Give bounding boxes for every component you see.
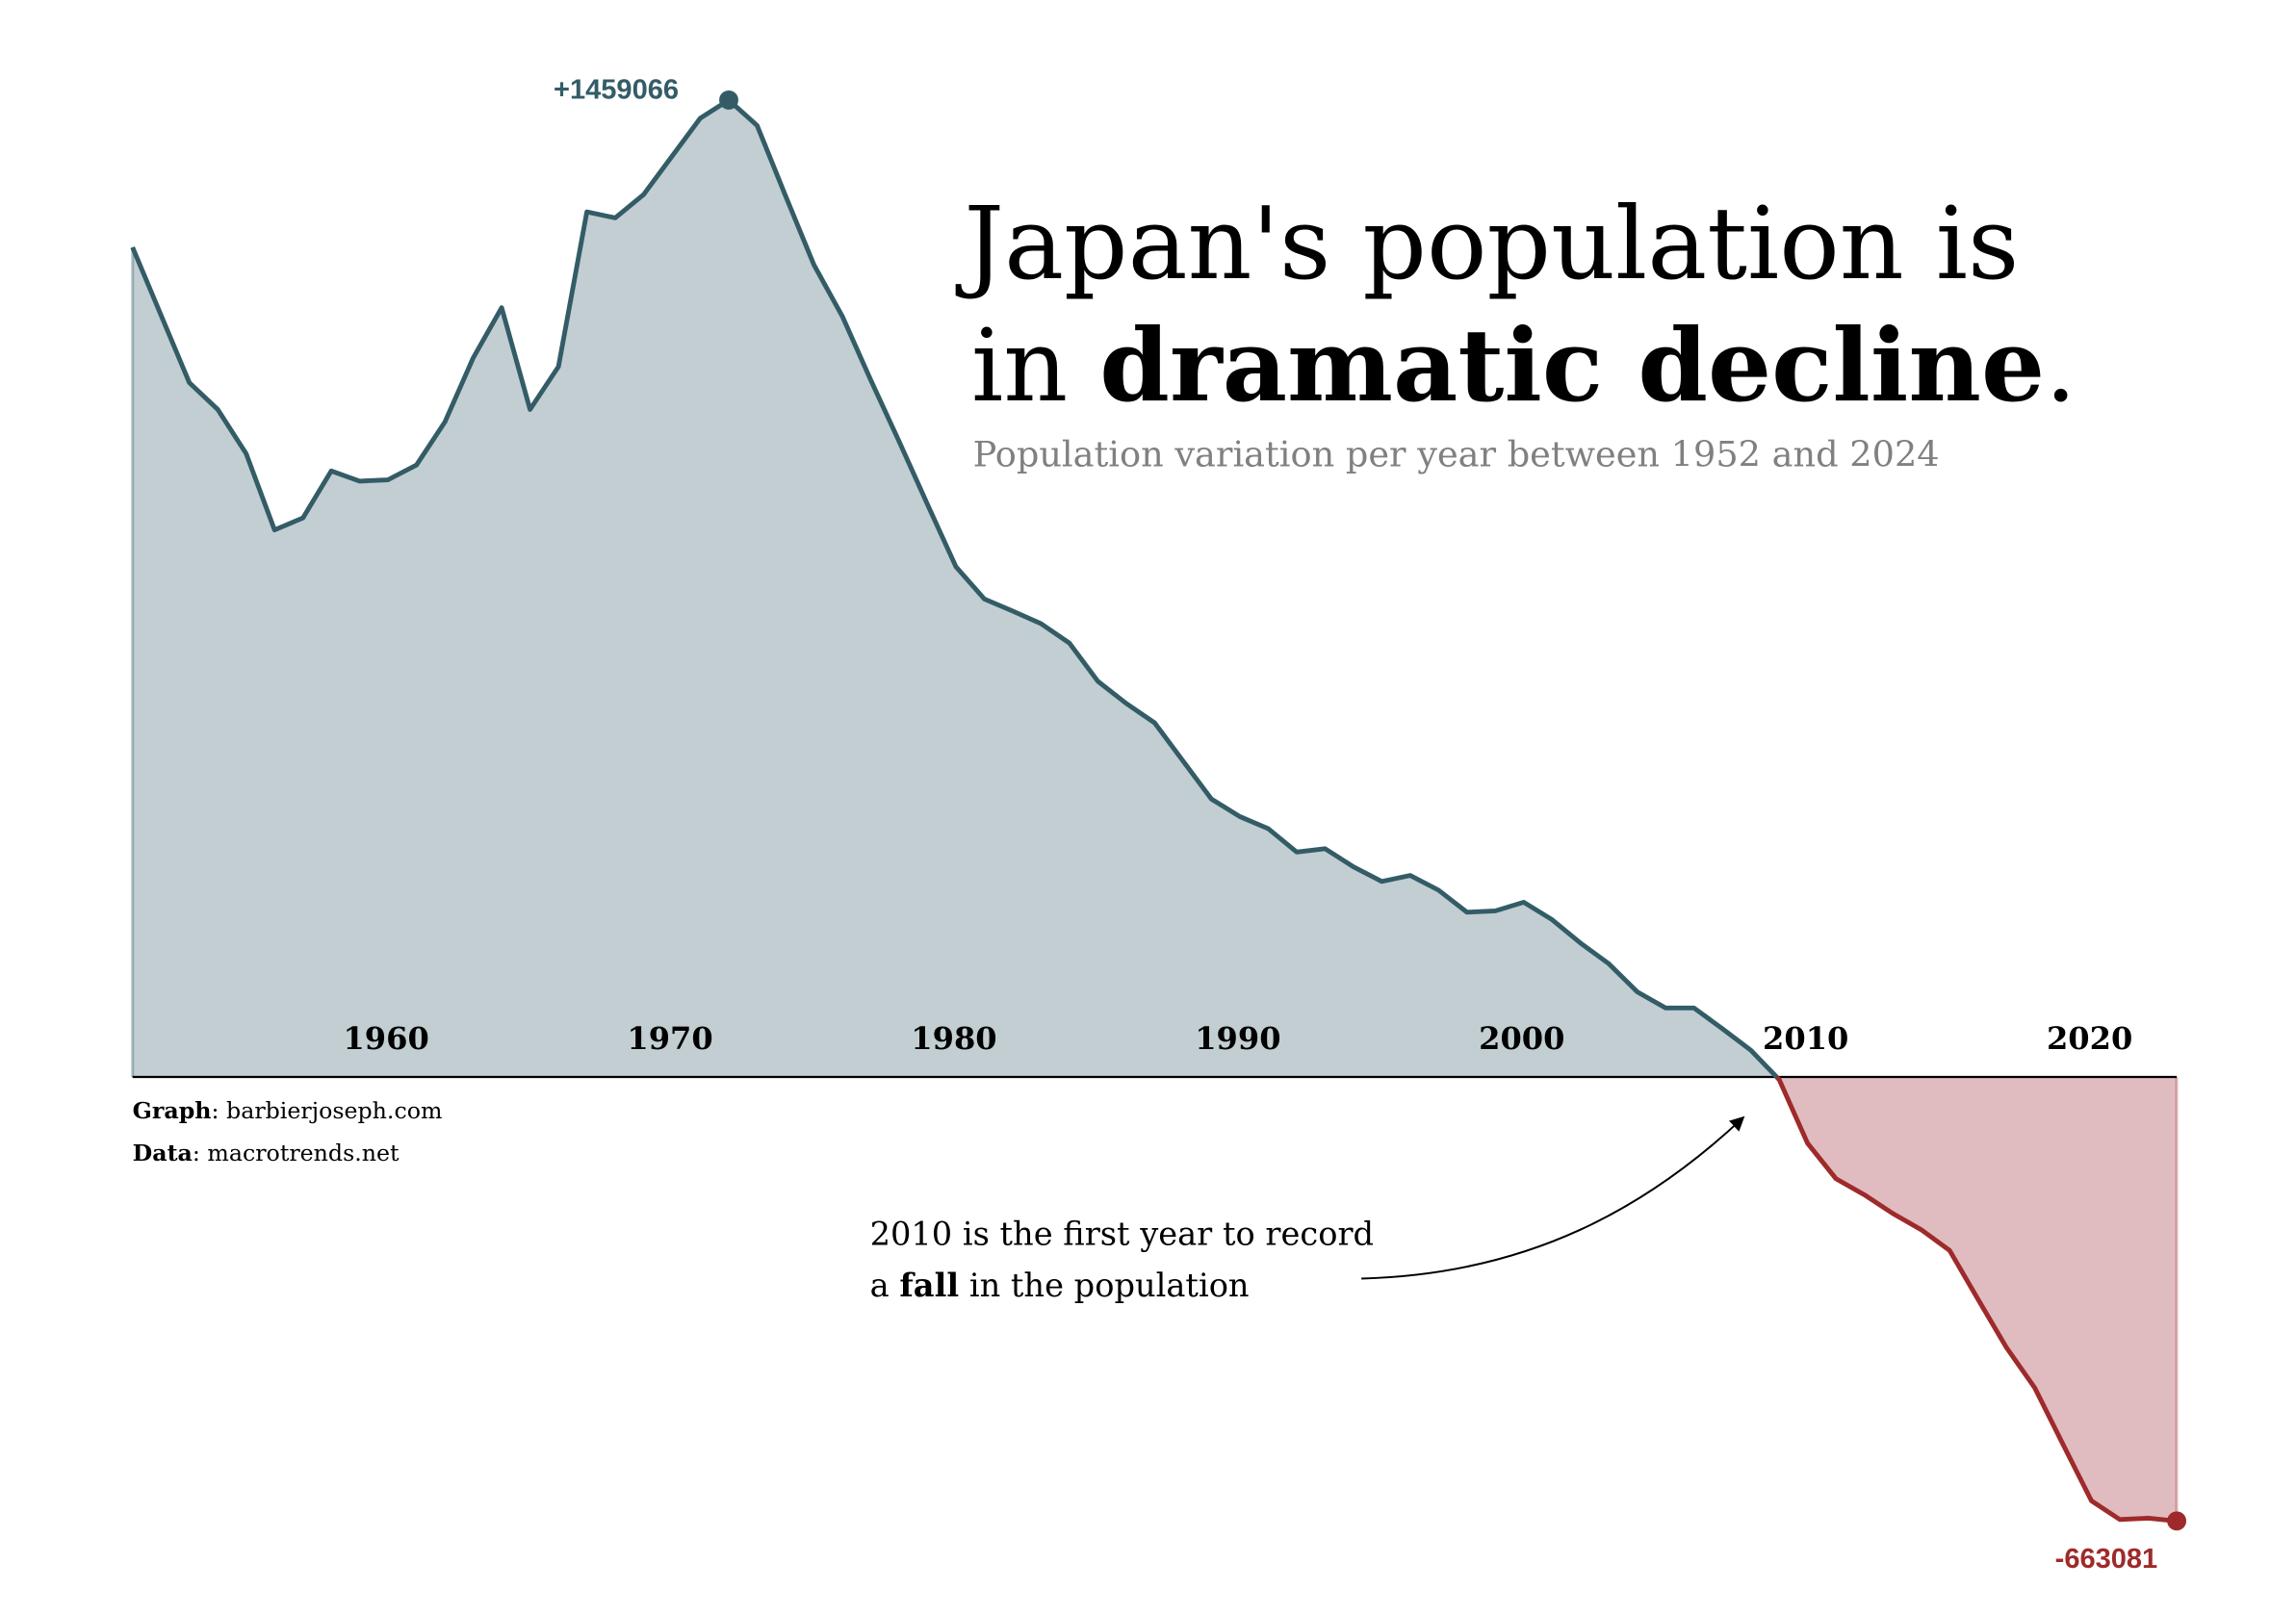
- annotation-line1: 2010 is the first year to record: [870, 1215, 1374, 1252]
- credit-graph: Graph: barbierjoseph.com: [133, 1097, 443, 1124]
- annotation-arrow: [1361, 1115, 1745, 1280]
- negative-series-line: [1774, 1075, 2178, 1524]
- credit-graph-label: Graph: [133, 1097, 212, 1124]
- x-tick-label: 2010: [1763, 1020, 1848, 1057]
- max-point-marker: [719, 90, 738, 110]
- x-tick-label: 1970: [627, 1020, 712, 1057]
- title-prefix: in: [971, 308, 1099, 424]
- x-tick-label: 2020: [2047, 1020, 2132, 1057]
- x-tick-label: 1990: [1195, 1020, 1280, 1057]
- chart-title-line1: Japan's population is: [955, 186, 2019, 302]
- x-axis-ticks: 1960 1970 1980 1990 2000 2010 2020: [343, 1020, 2132, 1057]
- min-point-marker: [2167, 1511, 2187, 1531]
- chart-title-line2: in dramatic decline.: [971, 306, 2077, 424]
- annotation-prefix: a: [870, 1267, 900, 1304]
- min-value-label: -663081: [2055, 1544, 2158, 1575]
- annotation-line2: a fall in the population: [870, 1266, 1250, 1304]
- max-value-label: +1459066: [554, 74, 679, 105]
- positive-series-line: [130, 97, 1779, 1079]
- chart-areas: [131, 99, 2179, 1522]
- credit-data-value: : macrotrends.net: [193, 1140, 400, 1166]
- x-tick-label: 1960: [343, 1020, 428, 1057]
- annotation-emphasis: fall: [899, 1266, 959, 1304]
- annotation-suffix: in the population: [959, 1267, 1249, 1304]
- title-emphasis: dramatic decline: [1099, 306, 2045, 424]
- positive-area: [132, 99, 1777, 1078]
- credit-graph-value: : barbierjoseph.com: [212, 1097, 443, 1124]
- chart-subtitle: Population variation per year between 19…: [973, 434, 1940, 475]
- x-tick-label: 1980: [911, 1020, 996, 1057]
- credit-data: Data: macrotrends.net: [133, 1140, 400, 1166]
- title-suffix: .: [2045, 308, 2077, 424]
- chart-lines: [130, 97, 2178, 1524]
- negative-area: [1776, 1077, 2178, 1522]
- x-tick-label: 2000: [1479, 1020, 1564, 1057]
- credit-data-label: Data: [133, 1140, 193, 1166]
